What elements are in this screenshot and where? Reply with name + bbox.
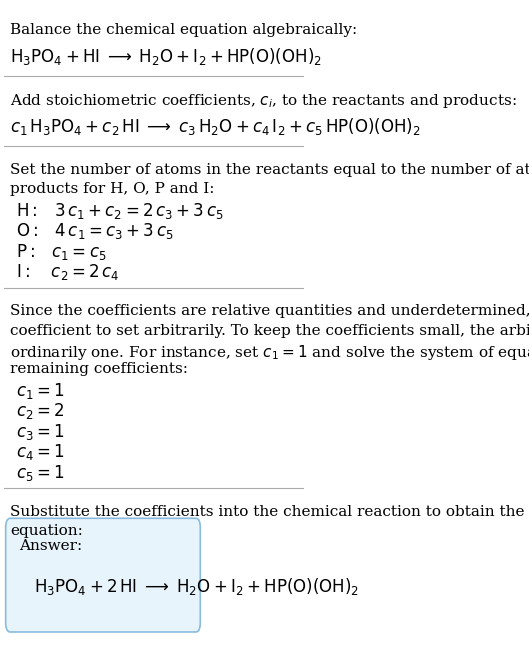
Text: equation:: equation: (10, 524, 83, 538)
Text: $\mathrm{I{:}}\;\;\;\; c_2 = 2\,c_4$: $\mathrm{I{:}}\;\;\;\; c_2 = 2\,c_4$ (16, 262, 120, 282)
Text: $\mathrm{O{:}}\;\;\; 4\,c_1 = c_3 + 3\,c_5$: $\mathrm{O{:}}\;\;\; 4\,c_1 = c_3 + 3\,c… (16, 221, 174, 241)
FancyBboxPatch shape (6, 518, 200, 632)
Text: Substitute the coefficients into the chemical reaction to obtain the balanced: Substitute the coefficients into the che… (10, 505, 529, 519)
Text: $c_1 = 1$: $c_1 = 1$ (16, 381, 65, 401)
Text: $c_2 = 2$: $c_2 = 2$ (16, 401, 65, 421)
Text: $\mathrm{P{:}}\;\;\; c_1 = c_5$: $\mathrm{P{:}}\;\;\; c_1 = c_5$ (16, 242, 107, 262)
Text: Set the number of atoms in the reactants equal to the number of atoms in the: Set the number of atoms in the reactants… (10, 162, 529, 177)
Text: Answer:: Answer: (19, 540, 83, 553)
Text: coefficient to set arbitrarily. To keep the coefficients small, the arbitrary va: coefficient to set arbitrarily. To keep … (10, 324, 529, 338)
Text: Since the coefficients are relative quantities and underdetermined, choose a: Since the coefficients are relative quan… (10, 304, 529, 318)
Text: Add stoichiometric coefficients, $c_i$, to the reactants and products:: Add stoichiometric coefficients, $c_i$, … (10, 93, 517, 110)
Text: Balance the chemical equation algebraically:: Balance the chemical equation algebraica… (10, 23, 358, 38)
Text: $\mathrm{H_3PO_4 + HI} \;\longrightarrow\; \mathrm{H_2O + I_2 + HP(O)(OH)_2}$: $\mathrm{H_3PO_4 + HI} \;\longrightarrow… (10, 46, 322, 67)
Text: products for H, O, P and I:: products for H, O, P and I: (10, 182, 215, 195)
Text: $c_5 = 1$: $c_5 = 1$ (16, 463, 65, 483)
Text: $c_1\,\mathrm{H_3PO_4} + c_2\,\mathrm{HI} \;\longrightarrow\; c_3\,\mathrm{H_2O}: $c_1\,\mathrm{H_3PO_4} + c_2\,\mathrm{HI… (10, 116, 421, 137)
Text: $c_4 = 1$: $c_4 = 1$ (16, 443, 65, 463)
Text: $c_3 = 1$: $c_3 = 1$ (16, 422, 65, 442)
Text: remaining coefficients:: remaining coefficients: (10, 362, 188, 376)
Text: $\mathrm{H_3PO_4 + 2\,HI} \;\longrightarrow\; \mathrm{H_2O + I_2 + HP(O)(OH)_2}$: $\mathrm{H_3PO_4 + 2\,HI} \;\longrightar… (34, 576, 359, 597)
Text: ordinarily one. For instance, set $c_1 = 1$ and solve the system of equations fo: ordinarily one. For instance, set $c_1 =… (10, 343, 529, 362)
Text: $\mathrm{H{:}}\;\;\; 3\,c_1 + c_2 = 2\,c_3 + 3\,c_5$: $\mathrm{H{:}}\;\;\; 3\,c_1 + c_2 = 2\,c… (16, 201, 224, 221)
